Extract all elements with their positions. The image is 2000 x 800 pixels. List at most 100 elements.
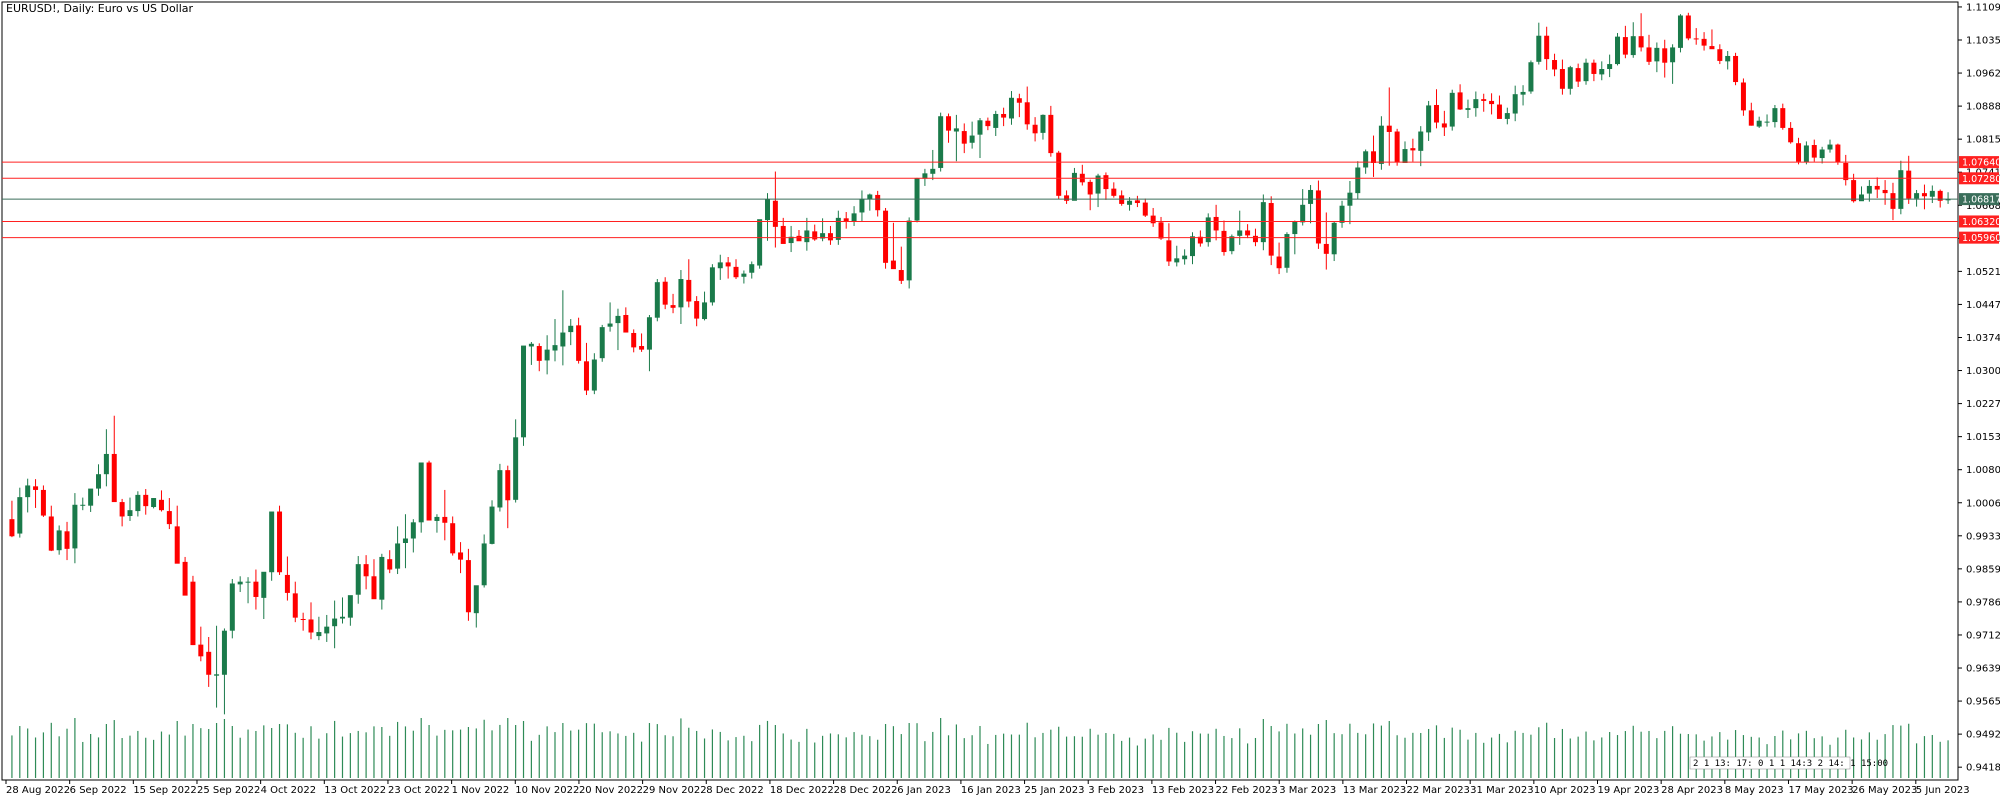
y-tick-label: 0.95655 <box>1966 697 2000 708</box>
candle-bear <box>253 581 259 597</box>
candle-bear <box>1733 55 1739 83</box>
candle-bear <box>1921 193 1927 197</box>
candle-bull <box>1190 236 1196 257</box>
level-label-box <box>1959 231 1999 244</box>
candle-bear <box>843 218 849 222</box>
x-tick-label: 18 Dec 2022 <box>770 785 834 796</box>
candle-bull <box>646 317 652 350</box>
candle-bull <box>820 233 826 239</box>
candle-bull <box>1898 170 1904 209</box>
candle-bear <box>387 559 393 570</box>
candle-bear <box>827 233 833 241</box>
candle-bear <box>1323 243 1329 254</box>
candle-bull <box>473 585 479 614</box>
x-tick-label: 3 Feb 2023 <box>1088 785 1144 796</box>
candle-bull <box>96 474 102 489</box>
candle-bull <box>1127 200 1133 205</box>
candle-bear <box>1646 47 1652 62</box>
candle-bear <box>686 279 692 302</box>
candle-bull <box>151 498 157 508</box>
candle-bear <box>450 523 456 554</box>
candle-bull <box>410 522 416 539</box>
x-tick-label: 25 Jan 2023 <box>1025 785 1085 796</box>
candle-bull <box>434 516 440 521</box>
candle-bull <box>1040 114 1046 133</box>
candle-bull <box>316 632 322 637</box>
candle-bull <box>521 345 527 438</box>
candle-bear <box>1441 123 1447 128</box>
x-tick-label: 4 Oct 2022 <box>261 785 316 796</box>
candle-bear <box>733 266 739 278</box>
y-tick-label: 0.94185 <box>1966 763 2000 774</box>
candle-bear <box>639 346 645 350</box>
x-tick-label: 13 Feb 2023 <box>1152 785 1214 796</box>
candle-bull <box>229 583 235 631</box>
candle-bull <box>402 538 408 544</box>
candle-bear <box>1213 216 1219 231</box>
candle-bear <box>1544 35 1550 60</box>
candle-bear <box>158 499 164 511</box>
candle-bull <box>1182 255 1188 260</box>
candle-bear <box>363 564 369 577</box>
candle-bear <box>182 561 188 596</box>
candle-bear <box>890 260 896 270</box>
candle-bull <box>347 595 353 618</box>
candle-bull <box>678 279 684 308</box>
candle-bull <box>1449 92 1455 127</box>
candle-bear <box>1851 180 1857 202</box>
candle-bull <box>938 116 944 168</box>
candle-bear <box>1245 230 1251 236</box>
candle-bear <box>1252 235 1258 243</box>
candle-bear <box>694 301 700 319</box>
candle-bull <box>1866 185 1872 194</box>
level-label-box <box>1959 172 1999 185</box>
candle-bear <box>1709 46 1715 50</box>
candle-bull <box>1418 131 1424 151</box>
bar-countdown: 2 1 13: 17: 0 1 1 14:3 2 14: 1 15:00 <box>1693 759 1888 769</box>
candle-bear <box>1150 215 1156 224</box>
x-tick-label: 28 Apr 2023 <box>1661 785 1723 796</box>
candle-bull <box>1260 202 1266 243</box>
candle-bear <box>1622 37 1628 55</box>
candle-bear <box>190 581 196 646</box>
x-tick-label: 8 May 2023 <box>1725 785 1784 796</box>
candle-bear <box>772 200 778 227</box>
y-tick-label: 1.02270 <box>1966 399 2000 410</box>
candle-bear <box>1142 202 1148 216</box>
candle-bear <box>292 593 298 618</box>
x-tick-label: 25 Sep 2022 <box>197 785 260 796</box>
y-tick-label: 1.05210 <box>1966 267 2000 278</box>
candle-bear <box>796 235 802 242</box>
candle-bear <box>812 231 818 240</box>
y-tick-label: 0.97125 <box>1966 630 2000 641</box>
candle-bull <box>1599 69 1605 75</box>
candle-bull <box>788 236 794 244</box>
candle-bull <box>269 511 275 573</box>
candle-bear <box>308 619 314 633</box>
candle-bear <box>1780 108 1786 128</box>
candle-bear <box>1591 62 1597 74</box>
candle-bear <box>1119 195 1125 204</box>
candle-bull <box>1292 221 1298 235</box>
candle-bear <box>1134 200 1140 204</box>
candle-bull <box>1567 67 1573 89</box>
candle-bear <box>119 502 125 517</box>
candle-bull <box>757 219 763 266</box>
candle-bull <box>127 510 133 517</box>
candle-bull <box>1654 47 1660 62</box>
current-price-label: 1.06817 <box>1962 195 2000 206</box>
candle-bear <box>1315 190 1321 244</box>
candle-bull <box>324 626 330 634</box>
candle-bear <box>284 574 290 593</box>
candle-bull <box>1237 230 1243 236</box>
candle-bear <box>111 453 117 503</box>
candle-bear <box>1693 38 1699 40</box>
x-tick-label: 13 Mar 2023 <box>1343 785 1406 796</box>
x-tick-label: 28 Aug 2022 <box>6 785 70 796</box>
x-tick-label: 10 Apr 2023 <box>1534 785 1596 796</box>
candle-bear <box>1001 113 1007 118</box>
level-label: 1.07280 <box>1962 174 2000 185</box>
x-tick-label: 5 Jun 2023 <box>1916 785 1970 796</box>
